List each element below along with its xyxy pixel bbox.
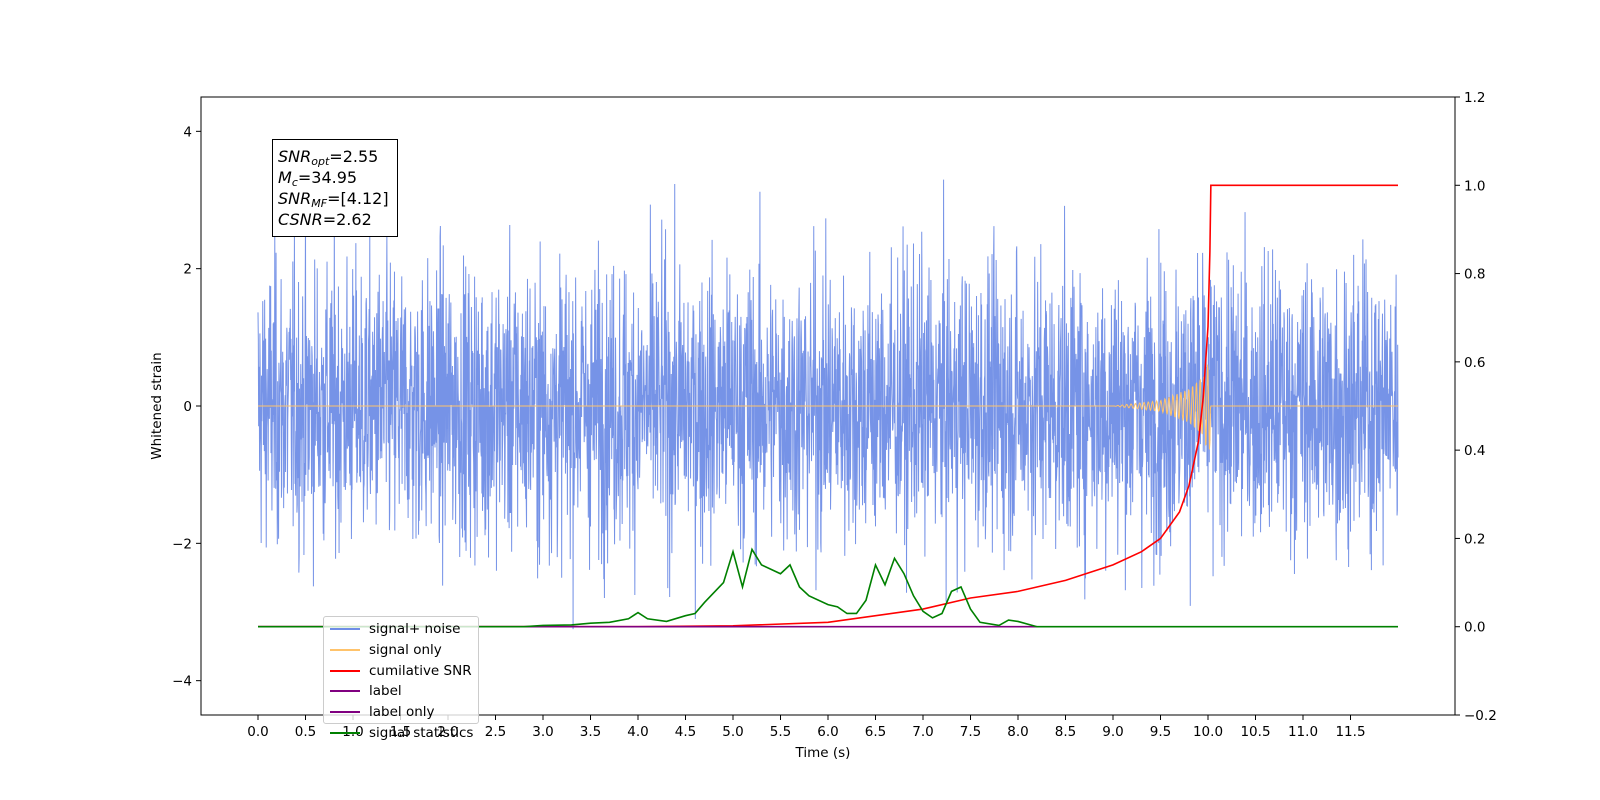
series-signal-only bbox=[258, 364, 1398, 450]
legend-item-signal-noise: signal+ noise bbox=[328, 619, 478, 640]
y-tick-label: 4 bbox=[183, 124, 192, 140]
y-tick-label: 2 bbox=[183, 262, 192, 278]
x-tick-label: 5.5 bbox=[770, 724, 791, 740]
y-axis-right: 1.2 1.0 0.8 0.6 0.4 0.2 0.0 −0.2 bbox=[1455, 90, 1497, 724]
y-axis-label: Whitened strain bbox=[149, 352, 165, 459]
series-signal-noise bbox=[257, 179, 1399, 630]
x-tick-label: 2.0 bbox=[437, 724, 458, 740]
legend-swatch bbox=[330, 628, 360, 631]
y2-tick-label: 0.2 bbox=[1464, 531, 1485, 547]
chirp-mass-text: Mc=34.95 bbox=[278, 168, 358, 189]
legend-swatch bbox=[330, 731, 360, 734]
x-tick-label: 9.0 bbox=[1102, 724, 1123, 740]
series-signal-statistics bbox=[258, 547, 1398, 628]
y-tick-label: 0 bbox=[183, 399, 192, 415]
y2-tick-label: −0.2 bbox=[1464, 708, 1497, 724]
y2-tick-label: 0.4 bbox=[1464, 443, 1485, 459]
legend: signal+ noise signal only cumilative SNR… bbox=[323, 616, 479, 741]
y2-tick-label: 0.6 bbox=[1464, 355, 1485, 371]
x-tick-label: 3.5 bbox=[580, 724, 601, 740]
y2-tick-label: 1.0 bbox=[1464, 178, 1485, 194]
legend-swatch bbox=[330, 711, 360, 714]
stats-annotation: SNRopt=2.55 Mc=34.95 SNRMF=[4.12] CSNR=2… bbox=[272, 139, 398, 237]
x-tick-label: 7.0 bbox=[912, 724, 933, 740]
legend-item-signal-only: signal only bbox=[328, 640, 478, 661]
snr-opt-text: SNRopt=2.55 bbox=[278, 147, 379, 168]
x-tick-label: 6.0 bbox=[817, 724, 838, 740]
x-tick-label: 9.5 bbox=[1150, 724, 1171, 740]
x-tick-label: 0.0 bbox=[247, 724, 268, 740]
x-tick-label: 11.5 bbox=[1335, 724, 1365, 740]
legend-swatch bbox=[330, 669, 360, 672]
x-tick-label: 3.0 bbox=[532, 724, 553, 740]
series-cumulative-snr bbox=[258, 184, 1398, 628]
x-tick-label: 8.5 bbox=[1055, 724, 1076, 740]
x-tick-label: 2.5 bbox=[485, 724, 506, 740]
x-tick-label: 1.5 bbox=[390, 724, 411, 740]
x-axis: 0.0 0.5 1.0 1.5 2.0 2.5 3.0 3.5 4.0 4.5 5.0 5.5 6.0 6… bbox=[247, 715, 1366, 740]
y2-tick-label: 1.2 bbox=[1464, 90, 1485, 106]
x-axis-label: Time (s) bbox=[795, 745, 851, 761]
legend-item-signal-statistics: signal statistics bbox=[328, 722, 478, 743]
x-tick-label: 8.0 bbox=[1007, 724, 1028, 740]
x-tick-label: 7.5 bbox=[960, 724, 981, 740]
y2-tick-label: 0.0 bbox=[1464, 620, 1485, 636]
snr-mf-text: SNRMF=[4.12] bbox=[278, 189, 389, 210]
legend-item-label: label bbox=[328, 681, 478, 702]
legend-swatch bbox=[330, 690, 360, 693]
y-tick-label: −2 bbox=[172, 536, 192, 552]
x-tick-label: 10.0 bbox=[1193, 724, 1223, 740]
x-tick-label: 11.0 bbox=[1288, 724, 1318, 740]
y-axis-left: 4 2 0 −2 −4 bbox=[172, 124, 201, 690]
x-tick-label: 4.0 bbox=[627, 724, 648, 740]
legend-item-label-only: label only bbox=[328, 702, 478, 723]
x-tick-label: 6.5 bbox=[865, 724, 886, 740]
y-tick-label: −4 bbox=[172, 674, 192, 690]
csnr-text: CSNR=2.62 bbox=[278, 210, 372, 229]
x-tick-label: 0.5 bbox=[295, 724, 316, 740]
legend-item-cumulative-snr: cumilative SNR bbox=[328, 660, 478, 681]
x-tick-label: 10.5 bbox=[1240, 724, 1270, 740]
legend-swatch bbox=[330, 649, 360, 652]
y2-tick-label: 0.8 bbox=[1464, 267, 1485, 283]
x-tick-label: 5.0 bbox=[722, 724, 743, 740]
x-tick-label: 4.5 bbox=[675, 724, 696, 740]
